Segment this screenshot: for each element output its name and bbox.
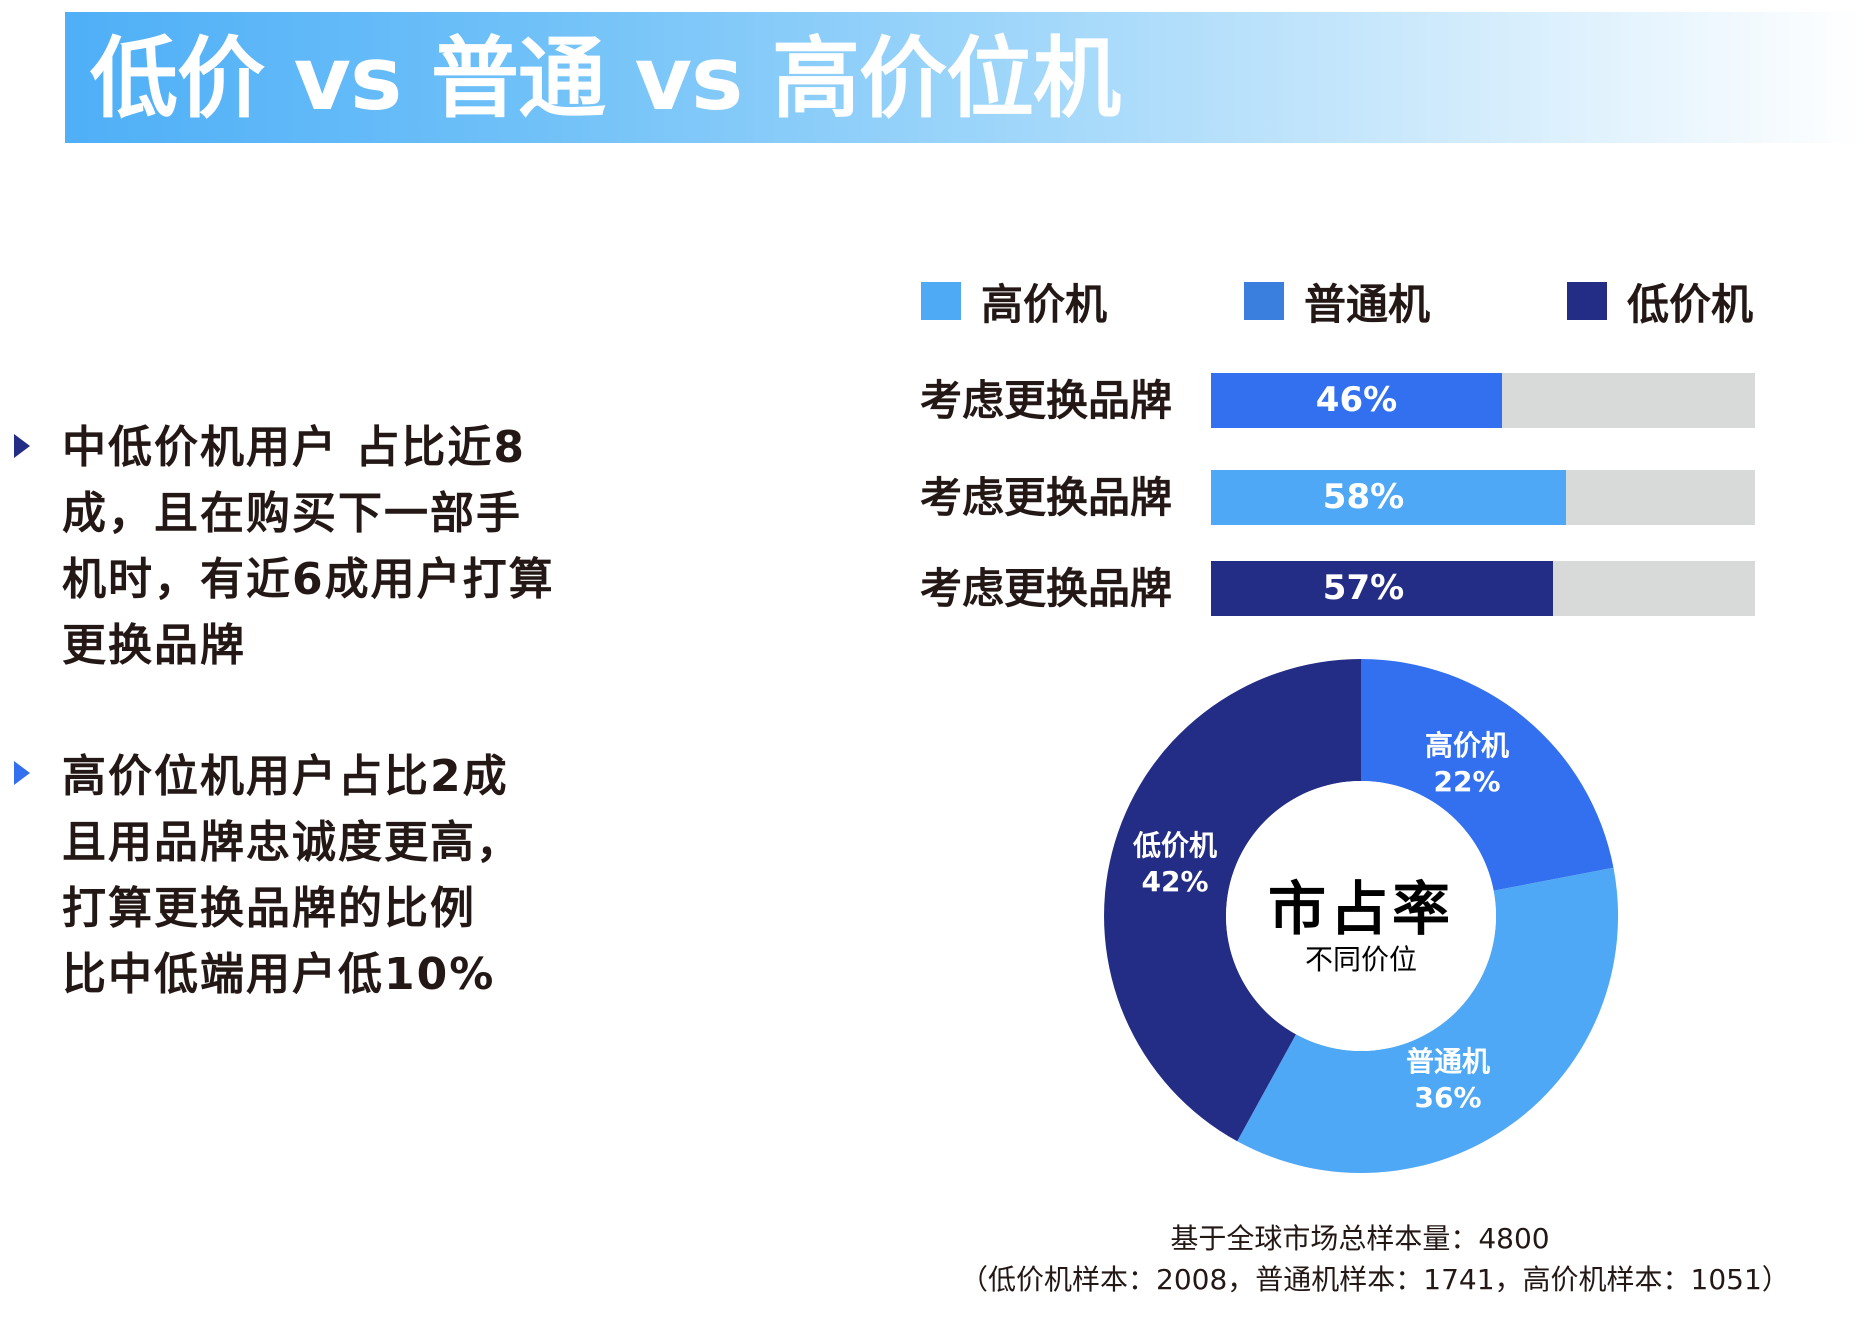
- insight-line: 高价位机用户占比2成: [62, 751, 509, 802]
- bar-label: 考虑更换品牌: [920, 473, 1173, 522]
- legend-item-high: 高价机: [921, 280, 1107, 329]
- slice-label-low: 低价机 42%: [1133, 828, 1217, 900]
- slice-name: 高价机: [1424, 729, 1510, 762]
- bullet-triangle-icon: [14, 761, 30, 785]
- donut-hole: [1226, 781, 1496, 1051]
- slice-name: 普通机: [1405, 1045, 1491, 1078]
- insight-paragraph-2: 高价位机用户占比2成 且用品牌忠诚度更高， 打算更换品牌的比例 比中低端用户低1…: [62, 744, 602, 1008]
- bar-value: 57%: [1322, 568, 1405, 608]
- legend-label: 普通机: [1304, 279, 1431, 329]
- legend-item-normal: 普通机: [1244, 280, 1430, 329]
- donut-slice-high: [1361, 659, 1614, 891]
- bar-value: 46%: [1315, 380, 1398, 420]
- slice-pct: 42%: [1141, 865, 1209, 898]
- legend-label: 低价机: [1627, 279, 1754, 329]
- insight-line: 中低价机用户 占比近8: [62, 422, 526, 473]
- legend-label: 高价机: [981, 279, 1108, 329]
- slice-name: 低价机: [1132, 829, 1218, 862]
- bar-fill-high: [1211, 373, 1502, 428]
- bar-track: 58%: [1211, 470, 1755, 525]
- legend-swatch-icon: [1244, 282, 1284, 320]
- slice-label-high: 高价机 22%: [1425, 728, 1509, 800]
- bar-track: 57%: [1211, 561, 1755, 616]
- bullet-triangle-icon: [14, 434, 30, 458]
- sample-breakdown-note: （低价机样本：2008，普通机样本：1741，高价机样本：1051）: [960, 1263, 1790, 1296]
- insight-paragraph-1: 中低价机用户 占比近8 成，且在购买下一部手 机时，有近6成用户打算 更换品牌: [62, 415, 602, 679]
- bar-value: 58%: [1322, 477, 1405, 517]
- bar-fill-low: [1211, 561, 1553, 616]
- insight-line: 且用品牌忠诚度更高，: [62, 817, 522, 868]
- donut-center-subtitle: 不同价位: [1304, 943, 1418, 976]
- slice-label-normal: 普通机 36%: [1406, 1044, 1490, 1116]
- insight-line: 比中低端用户低10%: [62, 949, 496, 1000]
- insight-line: 成，且在购买下一部手: [62, 488, 522, 539]
- bar-label: 考虑更换品牌: [920, 376, 1173, 425]
- bar-fill-normal: [1211, 470, 1566, 525]
- title-banner: [65, 12, 1864, 143]
- page-title: 低价 vs 普通 vs 高价位机: [90, 27, 1121, 130]
- slice-pct: 36%: [1414, 1081, 1482, 1114]
- insight-line: 更换品牌: [62, 620, 246, 671]
- donut-center-title: 市占率: [1267, 875, 1455, 943]
- slice-pct: 22%: [1433, 765, 1501, 798]
- bar-label: 考虑更换品牌: [920, 564, 1173, 613]
- legend-swatch-icon: [1567, 282, 1607, 320]
- sample-size-note: 基于全球市场总样本量：4800: [1170, 1222, 1550, 1255]
- insight-line: 机时，有近6成用户打算: [62, 554, 555, 605]
- legend-swatch-icon: [921, 282, 961, 320]
- insight-line: 打算更换品牌的比例: [62, 883, 476, 934]
- donut-slice-normal: [1237, 867, 1619, 1174]
- bar-track: 46%: [1211, 373, 1755, 428]
- legend-item-low: 低价机: [1567, 280, 1753, 329]
- donut-slice-low: [1104, 659, 1361, 1142]
